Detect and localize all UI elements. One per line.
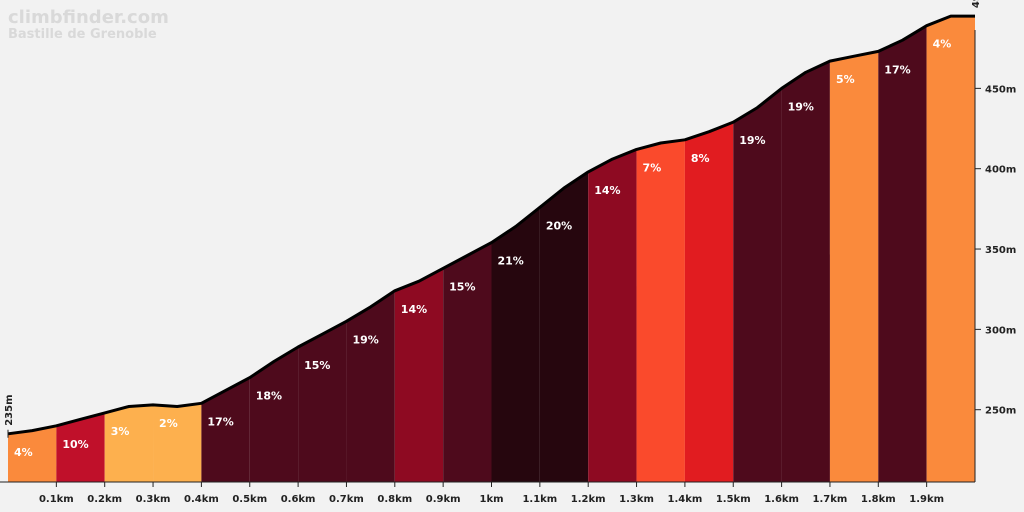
gradient-segment-17 xyxy=(781,61,830,482)
y-tick-label-3: 350m xyxy=(985,245,1016,256)
gradient-segment-12 xyxy=(539,171,589,482)
x-tick-label-8: 0.8km xyxy=(377,494,412,505)
x-tick-label-7: 0.7km xyxy=(329,494,364,505)
gradient-label-20: 4% xyxy=(933,38,952,51)
x-tick-label-16: 1.6km xyxy=(764,494,799,505)
elevation-outline xyxy=(7,14,975,436)
gradient-segment-6 xyxy=(249,347,299,482)
gradient-segment-9 xyxy=(394,268,444,482)
gradient-label-10: 15% xyxy=(449,280,475,293)
start-elevation-label: 235m xyxy=(4,395,15,426)
gradient-segment-16 xyxy=(733,88,782,483)
y-tick-label-5: 450m xyxy=(985,84,1016,95)
y-tick-label-4: 400m xyxy=(985,165,1016,176)
gradient-segment-18 xyxy=(829,51,879,483)
gradient-segment-19 xyxy=(878,25,927,482)
x-tick-label-4: 0.4km xyxy=(184,494,219,505)
gradient-label-13: 14% xyxy=(594,184,620,197)
gradient-label-4: 2% xyxy=(159,417,178,430)
x-tick-label-9: 0.9km xyxy=(426,494,461,505)
gradient-segment-2 xyxy=(56,412,105,482)
gradient-segment-1 xyxy=(8,425,57,482)
end-elevation-label: 495m xyxy=(971,0,982,8)
gradient-label-3: 3% xyxy=(111,425,130,438)
gradient-segment-10 xyxy=(443,242,492,482)
x-tick-label-3: 0.3km xyxy=(136,494,171,505)
x-tick-label-14: 1.4km xyxy=(668,494,703,505)
x-tick-label-18: 1.8km xyxy=(861,494,896,505)
x-tick-label-15: 1.5km xyxy=(716,494,751,505)
gradient-segment-15 xyxy=(684,122,734,482)
gradient-label-14: 7% xyxy=(643,161,662,174)
gradient-segments xyxy=(8,16,975,483)
x-tick-label-11: 1.1km xyxy=(522,494,557,505)
watermark-climb-name: Bastille de Grenoble xyxy=(8,26,157,42)
gradient-label-8: 19% xyxy=(352,333,378,346)
gradient-label-6: 18% xyxy=(256,390,282,403)
x-tick-label-12: 1.2km xyxy=(571,494,606,505)
gradient-segment-3 xyxy=(104,404,154,482)
gradient-label-19: 17% xyxy=(884,63,910,76)
gradient-label-16: 19% xyxy=(739,134,765,147)
gradient-segment-8 xyxy=(346,290,395,482)
y-tick-label-2: 300m xyxy=(985,325,1016,336)
gradient-label-1: 4% xyxy=(14,446,33,459)
x-tick-label-5: 0.5km xyxy=(232,494,267,505)
x-tick-label-10: 1km xyxy=(479,494,503,505)
gradient-label-11: 21% xyxy=(498,255,524,268)
x-tick-label-17: 1.7km xyxy=(813,494,848,505)
gradient-label-17: 19% xyxy=(788,100,814,113)
gradient-segment-4 xyxy=(153,403,202,482)
gradient-label-15: 8% xyxy=(691,152,710,165)
x-tick-label-2: 0.2km xyxy=(87,494,122,505)
x-tick-label-19: 1.9km xyxy=(909,494,944,505)
gradient-label-18: 5% xyxy=(836,73,855,86)
gradient-segment-13 xyxy=(588,149,637,482)
watermark-brand: climbfinder.com xyxy=(8,7,169,28)
gradient-segment-14 xyxy=(636,139,685,483)
gradient-label-7: 15% xyxy=(304,359,330,372)
gradient-label-2: 10% xyxy=(62,438,88,451)
gradient-label-9: 14% xyxy=(401,303,427,316)
gradient-label-5: 17% xyxy=(207,415,233,428)
y-axis-ticks: 250m 300m 350m 400m 450m xyxy=(975,84,1016,417)
y-tick-label-1: 250m xyxy=(985,406,1016,417)
gradient-segment-5 xyxy=(201,377,250,482)
gradient-segment-7 xyxy=(298,321,347,482)
gradient-segment-11 xyxy=(491,207,540,483)
gradient-label-12: 20% xyxy=(546,219,572,232)
x-axis-ticks: 0.1km 0.2km 0.3km 0.4km 0.5km 0.6km 0.7km 0.8km… xyxy=(39,482,944,505)
gradient-labels: 4% 10% 3% 2% 17% 18% 15% 19% 14% 15% 21% 20% 14% 7% 8%… xyxy=(14,38,951,459)
x-tick-label-13: 1.3km xyxy=(619,494,654,505)
gradient-segment-20 xyxy=(926,16,975,482)
end-markers: 235m 495m xyxy=(4,0,982,438)
x-tick-label-1: 0.1km xyxy=(39,494,74,505)
x-tick-label-6: 0.6km xyxy=(281,494,316,505)
watermark: climbfinder.com Bastille de Grenoble xyxy=(8,8,169,42)
